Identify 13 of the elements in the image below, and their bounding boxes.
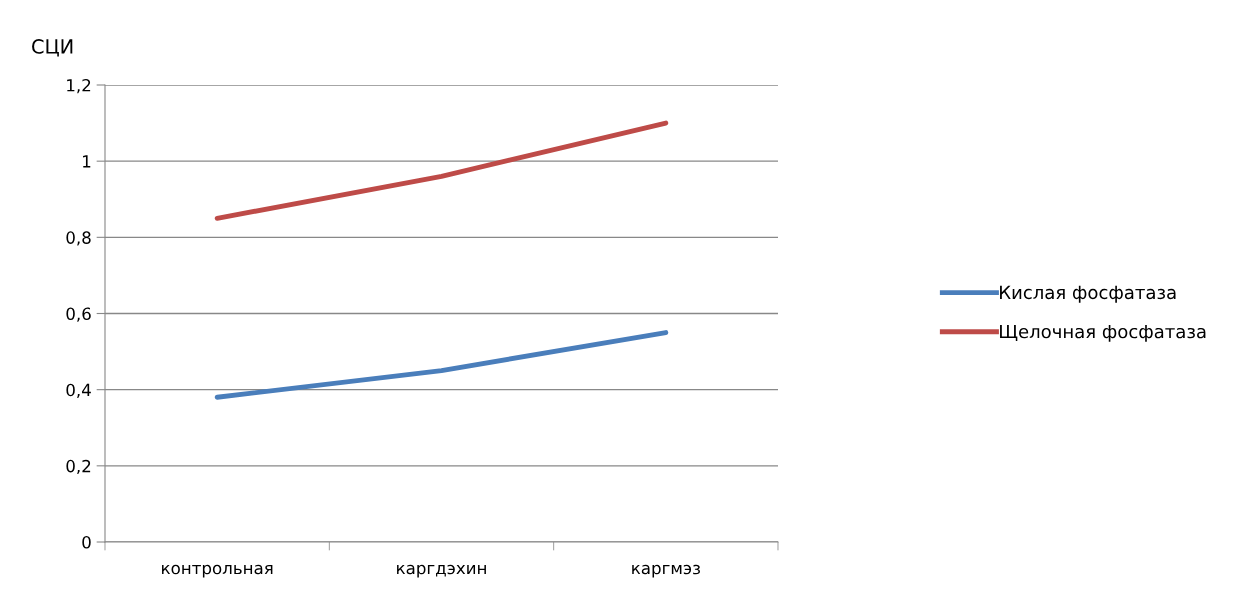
y-axis-title: СЦИ xyxy=(32,39,73,57)
y-tick-label: 0 xyxy=(82,535,91,549)
x-tick-label: каргмэз xyxy=(632,564,700,578)
y-tick-label: 0,4 xyxy=(66,383,91,398)
y-tick-label: 0,8 xyxy=(66,231,91,246)
y-tick-label: 1,2 xyxy=(67,78,91,94)
y-tick-label: 1 xyxy=(83,155,91,168)
legend-label: Кислая фосфатаза xyxy=(1000,285,1176,303)
x-tick-label: каргдэхин xyxy=(397,564,486,578)
legend-label: Щелочная фосфатаза xyxy=(1000,324,1206,342)
y-tick-label: 0,6 xyxy=(66,307,91,322)
x-tick-label: контрольная xyxy=(162,564,273,578)
y-tick-label: 0,2 xyxy=(66,459,91,475)
